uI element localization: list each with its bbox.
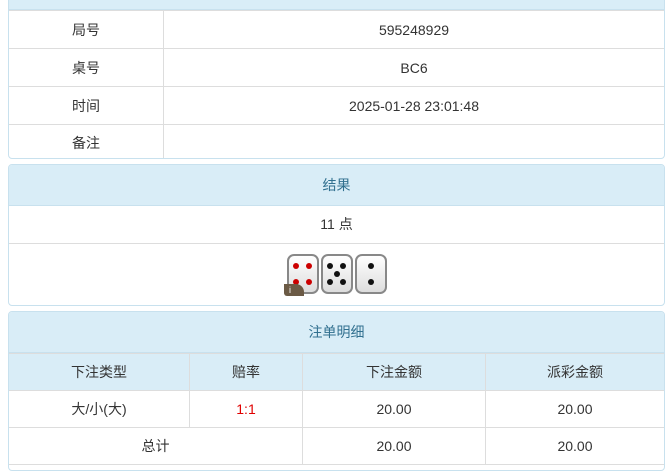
header-type: 下注类型 [9, 353, 190, 391]
bet-amount: 20.00 [302, 390, 486, 428]
info-row-time: 时间 2025-01-28 23:01:48 [9, 86, 664, 125]
die-5-icon [320, 254, 353, 294]
dice-group [286, 254, 388, 294]
die-pip [333, 271, 340, 277]
total-payout: 20.00 [485, 427, 664, 465]
bet-payout: 20.00 [485, 390, 664, 428]
die-pip [339, 263, 346, 270]
die-pip [327, 278, 334, 285]
die-pip [293, 263, 300, 270]
result-panel: 结果 11 点 i [8, 164, 665, 306]
bet-odds: 1:1 [189, 390, 303, 428]
info-table: 局号 595248929 桌号 BC6 时间 2025-01-28 23:01:48 … [9, 10, 664, 158]
info-value: 595248929 [163, 10, 664, 49]
info-label: 局号 [9, 10, 164, 49]
info-row-table: 桌号 BC6 [9, 48, 664, 87]
bets-table: 下注类型 赔率 下注金额 派彩金额 大/小(大) 1:1 20.00 20.00… [9, 353, 664, 465]
info-panel-header [9, 0, 664, 10]
info-label: 桌号 [9, 48, 164, 87]
total-row: 总计 20.00 20.00 [9, 427, 664, 465]
die-pip [327, 263, 334, 270]
die-pip [305, 278, 312, 285]
info-label: 时间 [9, 86, 164, 125]
info-row-round: 局号 595248929 [9, 10, 664, 49]
header-payout: 派彩金额 [485, 353, 664, 391]
result-title: 结果 [9, 165, 664, 206]
info-row-note: 备注 [9, 124, 664, 158]
die-2-icon [354, 254, 387, 294]
bets-header-row: 下注类型 赔率 下注金额 派彩金额 [9, 353, 664, 391]
header-odds: 赔率 [189, 353, 303, 391]
bets-title: 注单明细 [9, 312, 664, 353]
info-value: BC6 [163, 48, 664, 87]
die-pip [367, 278, 374, 285]
bets-panel: 注单明细 下注类型 赔率 下注金额 派彩金额 大/小(大) 1:1 20.00 … [8, 311, 665, 471]
info-label: 备注 [9, 124, 164, 158]
total-amount: 20.00 [302, 427, 486, 465]
result-points: 11 点 [9, 206, 664, 244]
info-value: 2025-01-28 23:01:48 [163, 86, 664, 125]
total-label: 总计 [9, 427, 303, 465]
bet-type: 大/小(大) [9, 390, 190, 428]
die-pip [293, 278, 300, 285]
die-pip [339, 278, 346, 285]
die-pip [305, 263, 312, 270]
info-panel: 局号 595248929 桌号 BC6 时间 2025-01-28 23:01:48 … [8, 0, 665, 159]
table-row: 大/小(大) 1:1 20.00 20.00 [9, 390, 664, 428]
dice-row: i [9, 244, 664, 305]
info-value [163, 124, 664, 158]
header-amount: 下注金额 [302, 353, 486, 391]
die-pip [367, 263, 374, 270]
info-badge[interactable]: i [284, 284, 304, 296]
